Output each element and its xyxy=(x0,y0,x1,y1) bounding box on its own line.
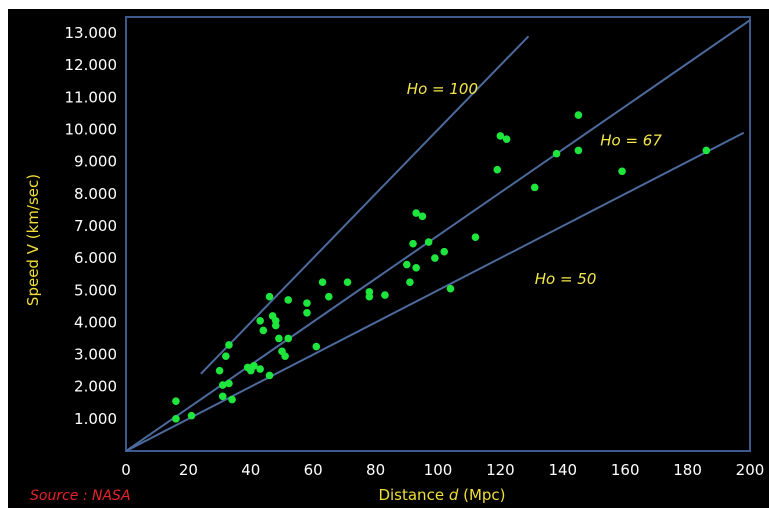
data-point xyxy=(303,308,311,317)
y-tick-label: 6.000 xyxy=(74,249,117,267)
plot-frame xyxy=(125,16,751,452)
ho-label: Ho = 50 xyxy=(535,270,597,288)
y-tick-label: 13.000 xyxy=(65,24,118,42)
x-tick-label: 160 xyxy=(611,461,640,479)
data-point xyxy=(256,365,264,373)
data-point xyxy=(403,260,411,269)
x-tick-label: 180 xyxy=(673,461,702,479)
plot-border xyxy=(125,16,751,452)
data-point xyxy=(431,254,439,262)
ho-label: Ho = 67 xyxy=(600,132,662,150)
ho-100-line xyxy=(200,35,530,375)
data-point xyxy=(318,278,327,287)
data-point xyxy=(284,296,293,304)
data-point xyxy=(702,146,711,155)
data-point xyxy=(343,278,352,287)
data-point xyxy=(312,342,321,351)
y-tick-label: 7.000 xyxy=(74,217,117,235)
data-point xyxy=(228,395,236,404)
data-point xyxy=(215,366,224,375)
y-tick-label: 9.000 xyxy=(74,153,117,171)
data-point xyxy=(412,209,420,217)
y-axis-title: Speed V (km/sec) xyxy=(24,174,42,306)
y-tick-label: 8.000 xyxy=(74,185,117,203)
x-tick-label: 100 xyxy=(424,461,453,479)
ho-label: Ho = 100 xyxy=(407,80,478,98)
x-tick-label: 60 xyxy=(304,461,323,479)
y-axis-ticks: 1.000 2.000 3.000 4.000 5.000 6.000 7.000 8.000… xyxy=(65,24,118,428)
x-axis-title-main: Distance xyxy=(378,486,448,504)
data-point xyxy=(418,212,427,221)
data-point xyxy=(574,146,583,155)
data-point xyxy=(218,381,227,389)
ho-67-line xyxy=(125,19,751,452)
data-point xyxy=(446,284,455,293)
data-point xyxy=(218,392,227,401)
y-tick-label: 3.000 xyxy=(74,346,117,364)
y-tick-label: 5.000 xyxy=(74,281,117,299)
x-axis-title: Distance d (Mpc) xyxy=(378,486,505,504)
data-point xyxy=(187,411,196,420)
x-tick-label: 140 xyxy=(548,461,577,479)
data-points xyxy=(172,111,711,423)
data-point xyxy=(303,299,311,307)
data-point xyxy=(172,397,180,405)
data-point xyxy=(259,326,268,335)
x-axis-title-unit: (Mpc) xyxy=(458,486,505,504)
data-point xyxy=(222,352,230,360)
x-tick-label: 20 xyxy=(179,461,198,479)
data-point xyxy=(225,379,233,388)
x-tick-label: 80 xyxy=(366,461,385,479)
data-point xyxy=(493,165,502,174)
data-point xyxy=(325,292,333,301)
y-tick-label: 11.000 xyxy=(65,88,118,106)
data-point xyxy=(275,334,283,343)
data-point xyxy=(496,132,505,140)
data-point xyxy=(502,135,511,143)
data-point xyxy=(412,263,420,272)
data-point xyxy=(250,362,258,370)
data-point xyxy=(574,111,583,119)
x-tick-label: 40 xyxy=(241,461,260,479)
y-tick-label: 1.000 xyxy=(74,410,117,428)
x-axis-ticks: 0 20 40 60 80 100 120 140 160 180 200 xyxy=(121,461,764,479)
x-axis-title-var: d xyxy=(449,486,459,504)
data-point xyxy=(365,288,374,296)
data-point xyxy=(265,292,274,301)
data-point xyxy=(284,334,293,343)
chart-background xyxy=(8,9,769,508)
data-point xyxy=(440,247,449,256)
y-tick-label: 2.000 xyxy=(74,378,117,396)
y-tick-label: 12.000 xyxy=(65,56,118,74)
data-point xyxy=(424,238,433,246)
data-point xyxy=(552,149,561,158)
x-tick-label: 0 xyxy=(121,461,131,479)
data-point xyxy=(281,352,289,360)
x-tick-label: 200 xyxy=(736,461,765,479)
y-tick-label: 10.000 xyxy=(65,121,118,139)
y-tick-label: 4.000 xyxy=(74,313,117,331)
data-point xyxy=(409,239,417,248)
x-tick-label: 120 xyxy=(486,461,515,479)
source-label: Source : NASA xyxy=(30,488,131,504)
data-point xyxy=(172,415,180,423)
data-point xyxy=(225,341,233,349)
data-point xyxy=(530,183,539,192)
data-point xyxy=(271,317,280,325)
data-point xyxy=(618,167,626,176)
data-point xyxy=(381,291,389,299)
line-labels: Ho = 100 Ho = 67 Ho = 50 xyxy=(407,80,663,288)
data-point xyxy=(471,233,480,242)
data-point xyxy=(406,278,414,287)
data-point xyxy=(265,371,274,380)
data-point xyxy=(256,317,264,325)
